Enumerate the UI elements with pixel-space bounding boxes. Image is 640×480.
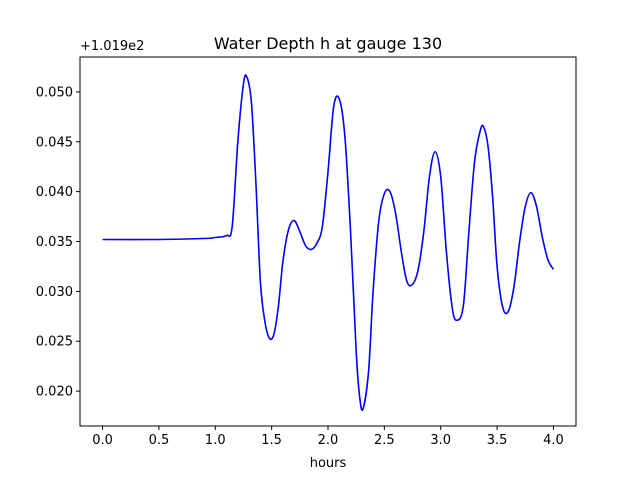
- x-tick-label: 0.5: [149, 433, 170, 448]
- y-offset-label: +1.019e2: [80, 39, 144, 54]
- x-tick-label: 3.5: [487, 433, 508, 448]
- x-tick-label: 1.0: [205, 433, 226, 448]
- x-tick-label: 0.0: [92, 433, 113, 448]
- y-tick-label: 0.040: [36, 185, 73, 200]
- x-tick-label: 4.0: [543, 433, 564, 448]
- y-tick-label: 0.050: [36, 85, 73, 100]
- y-tick-label: 0.045: [36, 135, 73, 150]
- x-tick-label: 2.5: [374, 433, 395, 448]
- chart-title: Water Depth h at gauge 130: [214, 34, 442, 53]
- x-axis: 0.0 0.5 1.0 1.5 2.0 2.5 3.0 3.5 4.0: [92, 426, 564, 448]
- y-tick-label: 0.020: [36, 385, 73, 400]
- y-axis: 0.020 0.025 0.030 0.035 0.040 0.045 0.050: [36, 85, 80, 400]
- series-line: [102, 74, 555, 411]
- series-layer: [102, 74, 555, 411]
- plot-frame: [79, 56, 577, 427]
- y-tick-label: 0.035: [36, 235, 73, 250]
- x-tick-label: 1.5: [261, 433, 282, 448]
- x-tick-label: 3.0: [430, 433, 451, 448]
- y-tick-label: 0.025: [36, 335, 73, 350]
- y-tick-label: 0.030: [36, 285, 73, 300]
- x-tick-label: 2.0: [318, 433, 339, 448]
- x-axis-label: hours: [310, 456, 347, 471]
